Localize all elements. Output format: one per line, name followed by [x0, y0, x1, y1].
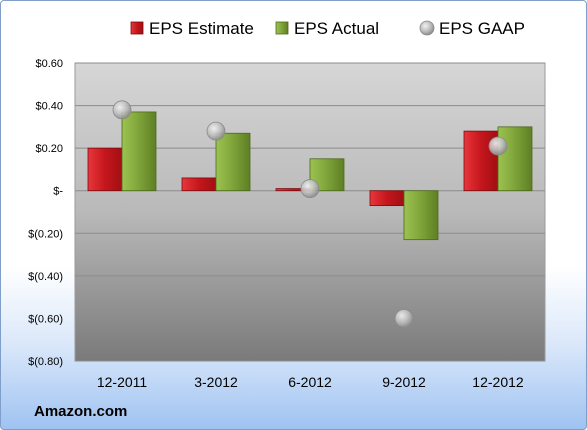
marker-eps-gaap [206, 121, 226, 141]
source-label: Amazon.com [34, 403, 128, 420]
legend-swatch-eps-gaap [419, 20, 435, 36]
y-tick-label: $(0.60) [28, 313, 63, 325]
bar-eps-actual [121, 111, 157, 192]
y-tick-label: $0.20 [35, 143, 63, 155]
x-tick-label: 6-2012 [288, 374, 332, 390]
x-tick-label: 12-2011 [97, 374, 148, 390]
y-tick-label: $0.60 [35, 58, 63, 70]
y-tick-label: $(0.80) [28, 356, 63, 368]
x-tick-label: 12-2012 [472, 374, 524, 390]
bar-eps-actual [403, 190, 439, 241]
y-tick-label: $- [53, 186, 63, 198]
marker-eps-gaap [300, 179, 320, 198]
marker-eps-gaap [394, 309, 414, 328]
y-tick-label: $0.40 [35, 101, 63, 113]
y-tick-label: $(0.40) [28, 271, 63, 283]
x-tick-label: 9-2012 [382, 374, 426, 390]
marker-eps-gaap [112, 100, 132, 120]
bar-eps-actual [497, 126, 533, 192]
legend-swatch-eps-estimate [130, 21, 144, 35]
bar-eps-actual [215, 132, 251, 192]
marker-eps-gaap [488, 136, 508, 156]
legend-label-eps-gaap: EPS GAAP [439, 19, 525, 38]
bar-eps-estimate [87, 147, 123, 192]
x-tick-label: 3-2012 [194, 374, 238, 390]
legend-swatch-eps-actual [275, 21, 289, 35]
bar-eps-estimate [181, 177, 217, 192]
legend-label-eps-estimate: EPS Estimate [149, 19, 254, 38]
plot-area [74, 62, 546, 362]
y-tick-label: $(0.20) [28, 228, 63, 240]
bar-eps-estimate [369, 190, 405, 207]
legend-label-eps-actual: EPS Actual [294, 19, 379, 38]
